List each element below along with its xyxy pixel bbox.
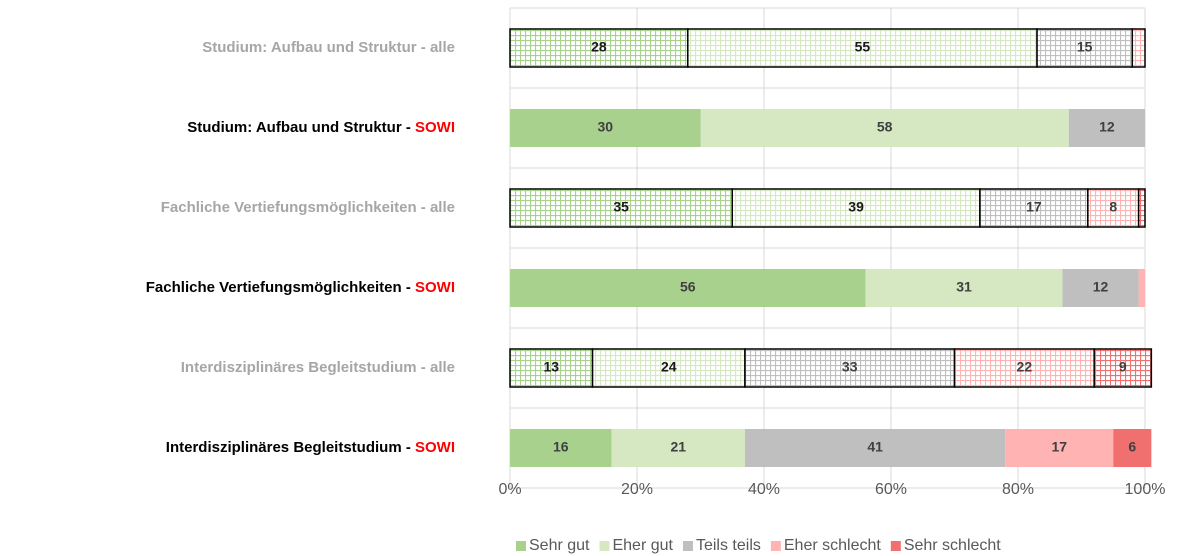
legend-swatch — [599, 541, 610, 551]
legend-label: Sehr gut — [529, 537, 590, 554]
bar-segment — [700, 109, 1069, 147]
bar-segment — [979, 188, 1089, 228]
data-label: 39 — [848, 199, 864, 215]
bar-segment — [591, 348, 746, 388]
category-label: Fachliche Vertiefungsmöglichkeiten - SOW… — [146, 279, 455, 296]
bar-segment — [744, 348, 956, 388]
legend-swatch — [890, 541, 901, 551]
data-label: 24 — [661, 359, 677, 375]
bar-segment — [510, 429, 612, 467]
bar-segment — [1068, 109, 1145, 147]
data-label: 41 — [867, 439, 883, 455]
x-tick-label: 60% — [875, 481, 907, 498]
data-label: 58 — [877, 119, 893, 135]
data-label: 56 — [680, 279, 696, 295]
data-label: 16 — [553, 439, 569, 455]
category-label: Studium: Aufbau und Struktur - SOWI — [187, 119, 455, 136]
data-label: 22 — [1017, 359, 1033, 375]
bar-segment — [687, 28, 1038, 68]
x-tick-label: 100% — [1125, 481, 1166, 498]
data-label: 31 — [956, 279, 972, 295]
data-label: 17 — [1026, 199, 1042, 215]
data-label: 8 — [1109, 199, 1117, 215]
legend-label: Sehr schlecht — [904, 537, 1001, 554]
bar-segment — [953, 348, 1095, 388]
bar-segment — [1137, 188, 1146, 228]
bar-segment — [865, 269, 1063, 307]
bar-segment — [1131, 28, 1146, 68]
legend-swatch — [516, 541, 526, 551]
category-label: Interdisziplinäres Begleitstudium - alle — [181, 359, 455, 376]
category-label: Studium: Aufbau und Struktur - alle — [202, 39, 455, 56]
bar-segment — [1113, 429, 1152, 467]
legend-swatch — [682, 541, 693, 551]
data-label: 30 — [597, 119, 613, 135]
bar-segment — [744, 429, 1006, 467]
data-label: 33 — [842, 359, 858, 375]
bar-segment — [510, 109, 701, 147]
legend-label: Teils teils — [696, 537, 761, 554]
data-label: 15 — [1077, 39, 1093, 55]
x-tick-label: 80% — [1002, 481, 1034, 498]
category-label: Interdisziplinäres Begleitstudium - SOWI — [166, 439, 455, 456]
bar-segment — [1093, 348, 1153, 388]
bar-segment — [731, 188, 981, 228]
bar-segment — [611, 429, 745, 467]
data-label: 9 — [1119, 359, 1127, 375]
bar-segment — [1005, 429, 1114, 467]
legend-swatch — [770, 541, 781, 551]
data-label: 28 — [591, 39, 607, 55]
bar-segment — [1138, 269, 1145, 307]
bar-segment — [509, 188, 733, 228]
x-tick-label: 40% — [748, 481, 780, 498]
legend-label: Eher gut — [612, 537, 673, 554]
data-label: 35 — [613, 199, 629, 215]
bar-segment — [1062, 269, 1139, 307]
bar-segment — [510, 269, 866, 307]
legend-label: Eher schlecht — [784, 537, 881, 554]
data-label: 13 — [543, 359, 559, 375]
bar-segment — [1036, 28, 1134, 68]
x-tick-label: 20% — [621, 481, 653, 498]
data-label: 55 — [855, 39, 871, 55]
data-label: 21 — [670, 439, 686, 455]
data-label: 17 — [1051, 439, 1067, 455]
category-label: Fachliche Vertiefungsmöglichkeiten - all… — [161, 199, 455, 216]
data-label: 6 — [1128, 439, 1136, 455]
bar-segment — [1087, 188, 1140, 228]
data-label: 12 — [1099, 119, 1115, 135]
data-label: 12 — [1093, 279, 1109, 295]
x-tick-label: 0% — [498, 481, 521, 498]
